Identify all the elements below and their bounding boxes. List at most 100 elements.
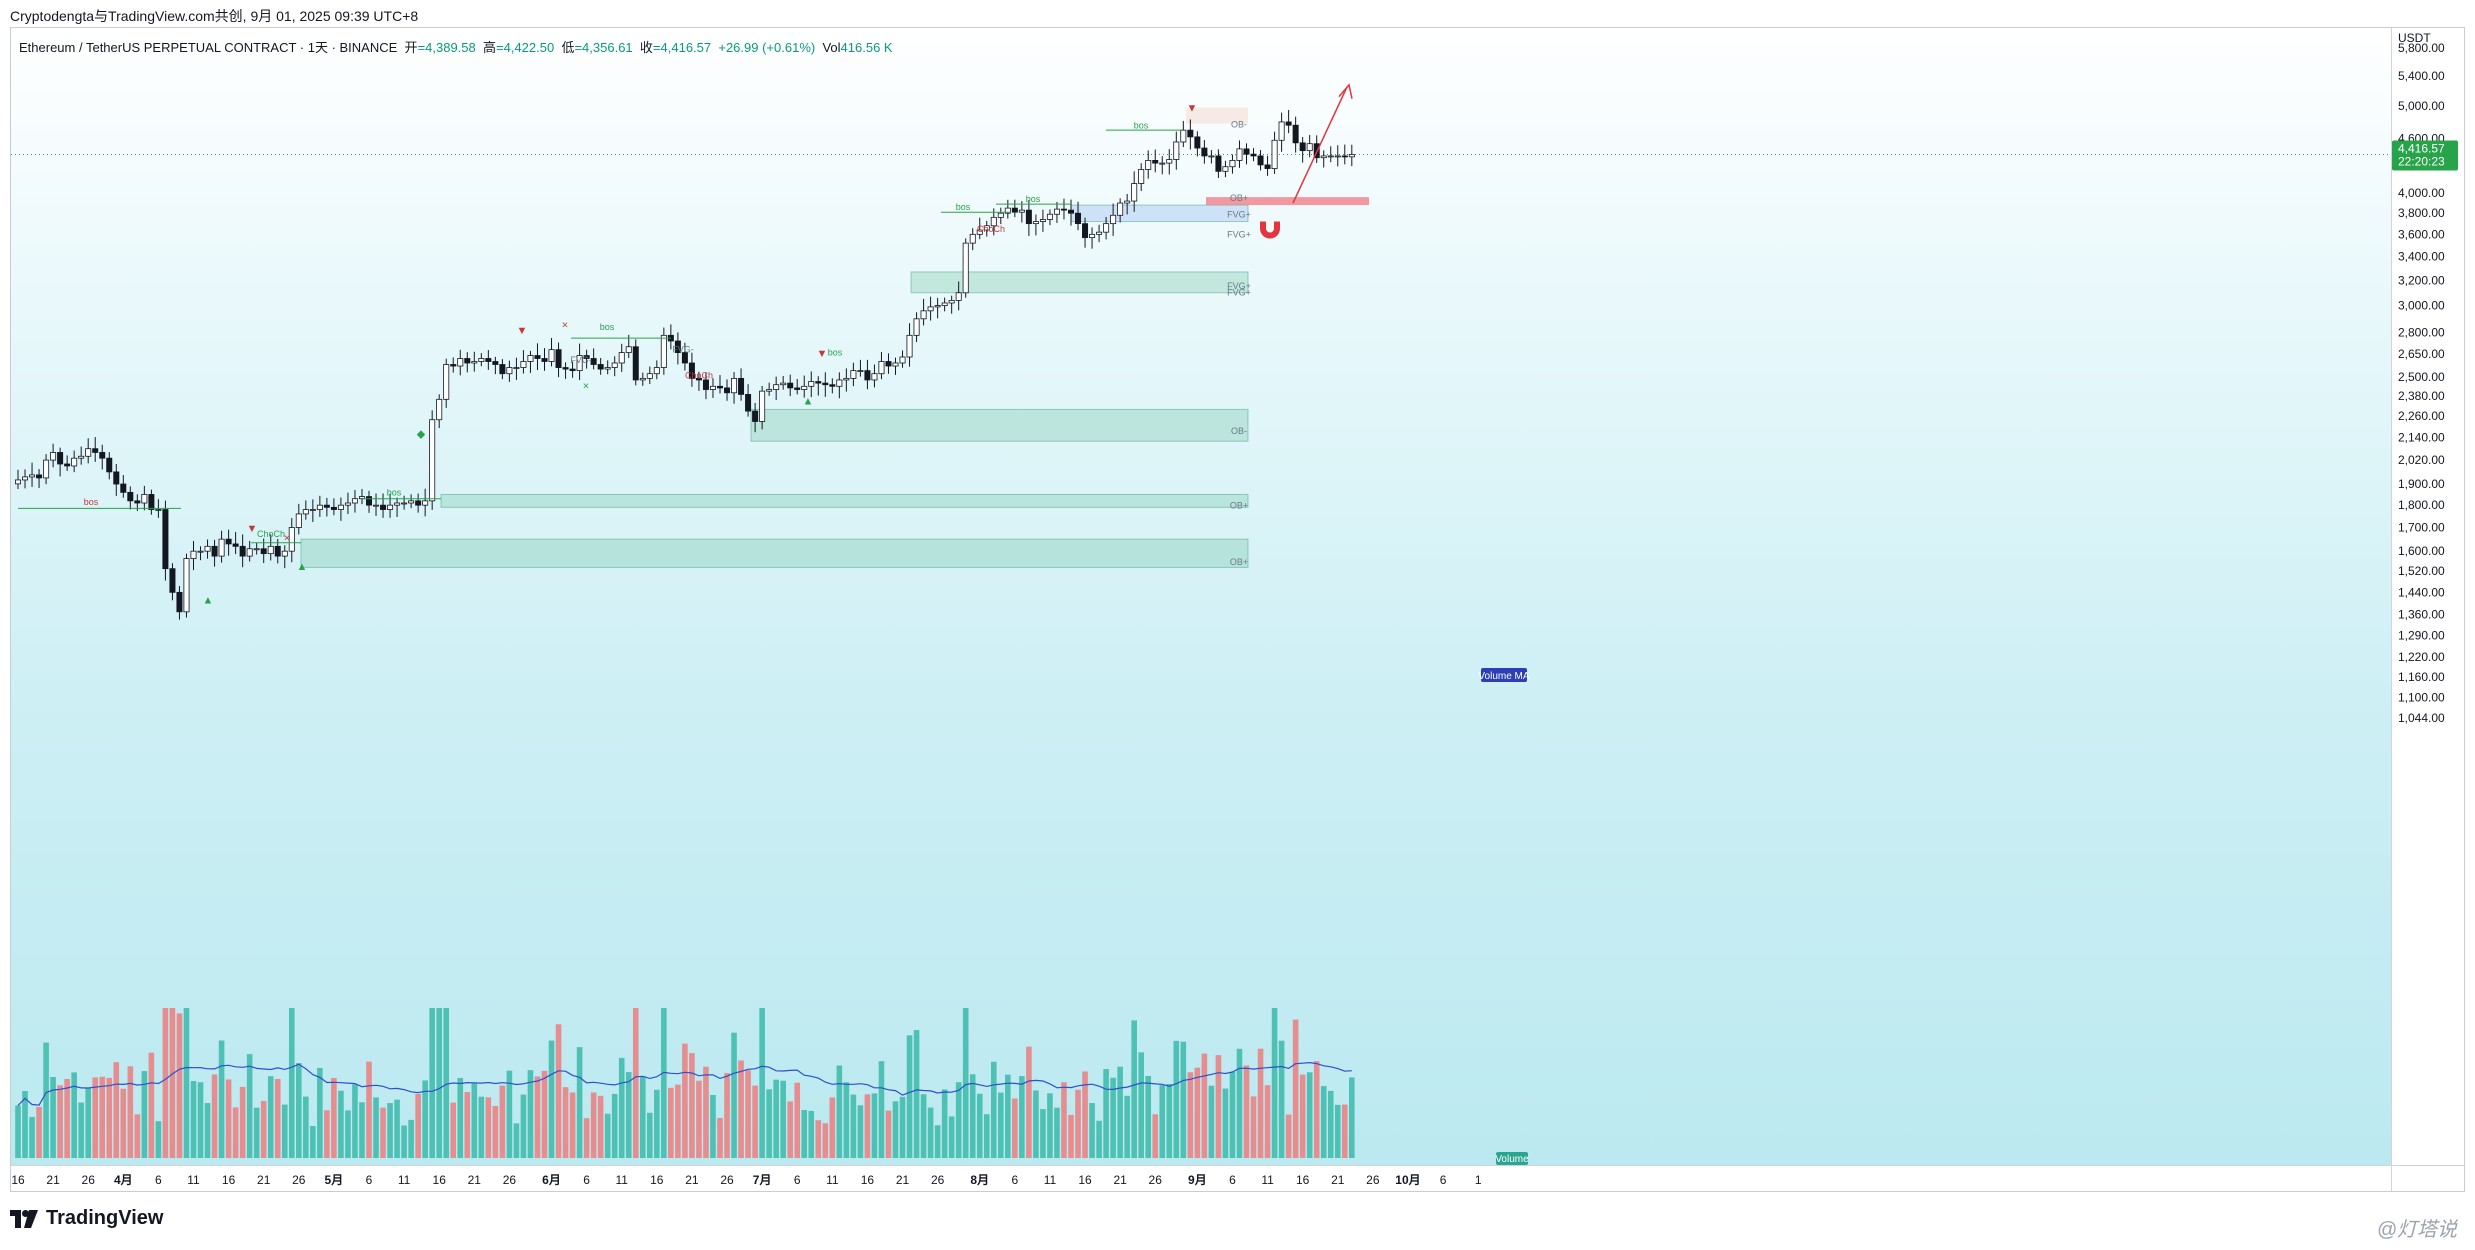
signal-marker: × — [583, 381, 589, 393]
projection-arrow-line — [1292, 86, 1348, 204]
time-axis[interactable]: 16 21 26 4月 6 11 16 21 26 5月 6 11 16 21 26 6月 6 11 16 21 26 7… — [11, 1165, 2391, 1192]
time-tick-label: 21 — [896, 1173, 910, 1187]
price-chart-svg[interactable]: bos ChoCh bos bos ChoCh bos bos ChoCh bos bos OB- O… — [11, 28, 2391, 1165]
candle-body — [78, 455, 85, 459]
candle-body — [260, 548, 267, 555]
magnet-icon — [1260, 221, 1280, 239]
volume-bar — [71, 1072, 77, 1158]
volume-bar — [197, 1082, 204, 1158]
volume-bar — [766, 1089, 772, 1158]
volume-bar — [394, 1099, 400, 1158]
volume-bar — [183, 1008, 190, 1158]
candle-body — [443, 364, 450, 400]
candle-body — [794, 387, 801, 390]
candle-body — [1341, 155, 1348, 158]
candle-body — [141, 494, 148, 504]
signal-marker: × — [284, 533, 290, 545]
volume-bar — [717, 1118, 723, 1158]
candle-body — [197, 550, 204, 553]
candle-body — [724, 387, 731, 394]
candle-body — [808, 381, 815, 387]
candle-body — [1348, 154, 1355, 158]
price-tick-label: 2,380.00 — [2398, 389, 2445, 403]
candle-body — [1068, 209, 1075, 214]
candle-body — [1082, 223, 1089, 239]
candle-body — [478, 358, 485, 362]
volume-bar — [654, 1089, 660, 1158]
candle-body — [1025, 209, 1032, 225]
candle-body — [134, 500, 141, 504]
candle-body — [695, 377, 702, 381]
signal-marker: ▼ — [1187, 102, 1198, 114]
time-tick-label: 11 — [187, 1173, 200, 1187]
candle-body — [155, 509, 162, 511]
volume-ma-label: Volume MA — [1478, 671, 1529, 682]
candle-body — [106, 457, 113, 473]
candle-body — [36, 474, 43, 479]
volume-bar — [632, 1008, 639, 1158]
volume-bar — [57, 1085, 63, 1158]
close-value: =4,416.57 — [652, 40, 712, 55]
current-price-tag — [2392, 140, 2458, 171]
zone-supply — [1186, 107, 1248, 124]
candle-body — [513, 367, 520, 369]
time-axis-svg[interactable]: 16 21 26 4月 6 11 16 21 26 5月 6 11 16 21 26 6月 6 11 16 21 26 7… — [11, 1166, 2391, 1192]
candle-body — [148, 494, 155, 510]
volume-bar — [534, 1076, 541, 1158]
volume-bar — [50, 1076, 56, 1158]
volume-bar — [1201, 1053, 1208, 1158]
volume-bar — [492, 1106, 499, 1158]
time-tick-label: 5月 — [325, 1173, 344, 1187]
volume-bar — [1054, 1107, 1060, 1158]
candle-body — [773, 384, 780, 390]
candle-body — [639, 377, 646, 381]
signal-marker: ▼ — [817, 348, 828, 360]
volume-bar — [1152, 1114, 1159, 1158]
candle-body — [759, 390, 766, 422]
open-value: =4,389.58 — [417, 40, 476, 55]
close-label: 收 — [639, 40, 653, 55]
candle-body — [913, 318, 920, 336]
candle-body — [1075, 212, 1082, 225]
candle-body — [113, 471, 120, 485]
candle-body — [681, 352, 688, 364]
volume-bar — [15, 1105, 21, 1158]
candle-body — [1089, 233, 1096, 239]
volume-bar — [436, 1008, 442, 1158]
volume-bar — [1341, 1104, 1348, 1158]
volume-bar — [647, 1112, 653, 1158]
volume-bar — [843, 1082, 850, 1158]
candle-body — [864, 370, 871, 381]
volume-bar — [1061, 1082, 1067, 1158]
volume-bar — [576, 1047, 583, 1158]
volume-bar — [1264, 1085, 1271, 1158]
price-tick-label: 2,020.00 — [2398, 453, 2445, 467]
candle-body — [401, 502, 408, 505]
candle-body — [604, 367, 611, 370]
time-tick-label: 16 — [1078, 1173, 1092, 1187]
candle-body — [316, 504, 323, 510]
price-axis[interactable]: 5,800.00 5,400.00 5,000.00 4,600.00 4,000.00… — [2391, 28, 2465, 1165]
time-tick-label: 11 — [826, 1173, 839, 1187]
volume-bar — [169, 1008, 176, 1158]
candle-body — [302, 509, 309, 515]
volume-bar — [345, 1110, 351, 1158]
candle-body — [408, 500, 415, 504]
price-tick-label: 2,140.00 — [2398, 431, 2445, 445]
candle-body — [492, 361, 499, 365]
candle-body — [1201, 147, 1208, 157]
volume-bar — [1250, 1096, 1257, 1158]
candle-body — [169, 568, 176, 593]
zone-demand — [910, 271, 1249, 294]
chart-frame[interactable]: bos ChoCh bos bos ChoCh bos bos ChoCh bos bos OB- O… — [10, 27, 2465, 1192]
price-axis-svg[interactable]: 5,800.005,400.005,000.004,600.004,000.00… — [2392, 28, 2465, 1165]
time-tick-label: 11 — [1044, 1173, 1057, 1187]
time-tick-label: 16 — [11, 1173, 25, 1187]
volume-bar — [415, 1094, 421, 1158]
price-tick-label: 4,000.00 — [2398, 186, 2445, 200]
volume-label: Volume — [1495, 1154, 1529, 1165]
chart-plot-area[interactable]: bos ChoCh bos bos ChoCh bos bos ChoCh bos bos OB- O… — [11, 28, 2391, 1165]
volume-bar — [892, 1101, 899, 1158]
price-tick-label: 1,160.00 — [2398, 670, 2445, 684]
tradingview-brand[interactable]: TradingView — [10, 1207, 163, 1230]
